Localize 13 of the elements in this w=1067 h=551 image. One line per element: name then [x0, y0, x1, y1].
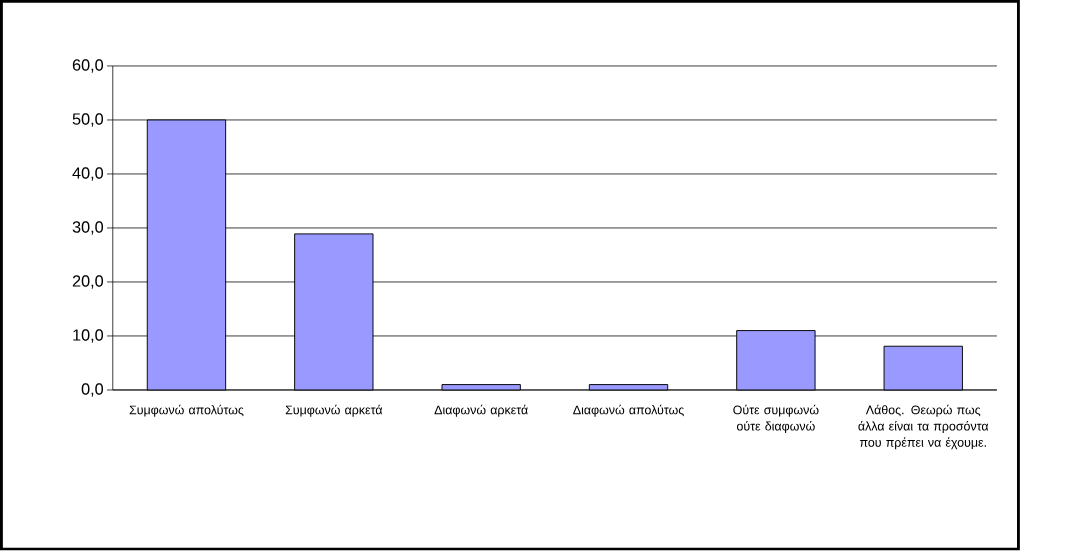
x-tick-label: Ούτε συμφωνώ ούτε διαφωνώ — [733, 405, 819, 434]
y-tick-label: 30,0 — [72, 221, 104, 235]
x-tick-label: Συμφωνώ απολύτως — [129, 405, 244, 417]
x-tick-label: Διαφωνώ αρκετά — [434, 405, 528, 417]
x-tick-label: Συμφωνώ αρκετά — [285, 405, 383, 417]
x-tick-label: Διαφωνώ απολύτως — [573, 405, 684, 417]
y-tick-label: 10,0 — [73, 329, 104, 343]
y-tick-label: 20,0 — [72, 275, 104, 289]
y-tick-label: 40,0 — [72, 167, 104, 181]
y-tick-label: 0,0 — [81, 383, 104, 397]
y-tick-label: 50,0 — [72, 113, 104, 127]
x-tick-label: Λάθος. Θεωρώ πως άλλα είναι τα προσόντα που πρέπει να έχουμε. — [858, 405, 989, 450]
y-tick-label: 60,0 — [72, 59, 104, 73]
